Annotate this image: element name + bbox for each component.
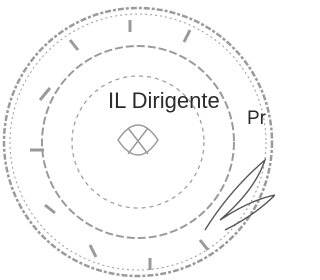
stamp-lettering (30, 20, 208, 270)
page: {"document": {"signature_block": {"title… (0, 0, 275, 280)
stamp (4, 8, 272, 276)
document-scan: IL Dirigente Pr (0, 0, 275, 280)
signatory-title: IL Dirigente (108, 88, 220, 113)
stamp-emblem (118, 125, 158, 155)
signatory-name: Pr (247, 108, 267, 129)
signature (205, 160, 275, 230)
